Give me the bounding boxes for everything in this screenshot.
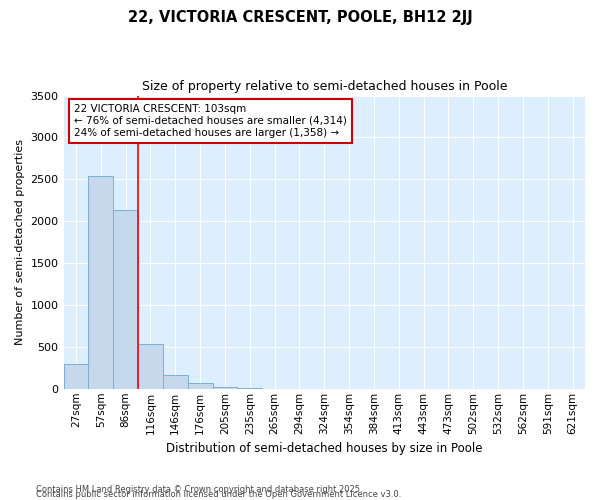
Bar — [188, 384, 212, 389]
Text: 22, VICTORIA CRESCENT, POOLE, BH12 2JJ: 22, VICTORIA CRESCENT, POOLE, BH12 2JJ — [128, 10, 472, 25]
Bar — [163, 376, 188, 389]
Bar — [138, 344, 163, 389]
Text: Contains HM Land Registry data © Crown copyright and database right 2025.: Contains HM Land Registry data © Crown c… — [36, 484, 362, 494]
Title: Size of property relative to semi-detached houses in Poole: Size of property relative to semi-detach… — [142, 80, 507, 93]
Bar — [64, 364, 88, 389]
Text: 22 VICTORIA CRESCENT: 103sqm
← 76% of semi-detached houses are smaller (4,314)
2: 22 VICTORIA CRESCENT: 103sqm ← 76% of se… — [74, 104, 347, 138]
Bar — [113, 210, 138, 389]
Bar — [88, 176, 113, 389]
X-axis label: Distribution of semi-detached houses by size in Poole: Distribution of semi-detached houses by … — [166, 442, 482, 455]
Bar — [238, 388, 262, 389]
Text: Contains public sector information licensed under the Open Government Licence v3: Contains public sector information licen… — [36, 490, 401, 499]
Bar — [212, 387, 238, 389]
Y-axis label: Number of semi-detached properties: Number of semi-detached properties — [15, 139, 25, 345]
